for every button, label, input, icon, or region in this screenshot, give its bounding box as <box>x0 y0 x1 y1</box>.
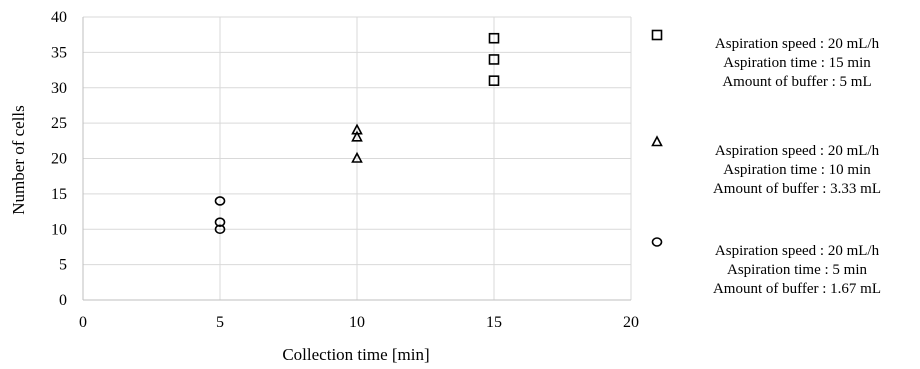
y-tick-label: 35 <box>51 44 67 61</box>
y-tick-label: 20 <box>51 151 67 168</box>
y-tick-label: 0 <box>59 292 67 309</box>
x-tick-label: 20 <box>623 314 639 331</box>
legend-entry-text: Aspiration time : 10 min <box>723 162 871 178</box>
triangle-point <box>351 151 363 163</box>
legend-square-icon <box>651 29 663 41</box>
legend: Aspiration speed : 20 mL/h Aspiration tim… <box>651 29 881 297</box>
tick-labels: 0 5 10 15 20 25 30 35 40 0 5 10 15 20 <box>51 9 639 331</box>
legend-triangle-icon <box>651 135 663 147</box>
x-tick-label: 10 <box>349 314 365 331</box>
legend-entry-text: Aspiration time : 5 min <box>727 262 867 278</box>
legend-entry-text: Aspiration speed : 20 mL/h <box>715 143 880 159</box>
circle-point <box>214 196 226 206</box>
legend-entry-text: Aspiration speed : 20 mL/h <box>715 243 880 259</box>
data-points <box>214 32 500 235</box>
x-tick-label: 0 <box>79 314 87 331</box>
legend-entry-text: Amount of buffer : 5 mL <box>722 74 871 90</box>
legend-entry-text: Amount of buffer : 3.33 mL <box>713 181 881 197</box>
x-tick-label: 15 <box>486 314 502 331</box>
y-axis-label: Number of cells <box>9 105 28 215</box>
square-point <box>488 54 500 65</box>
y-tick-label: 5 <box>59 257 67 274</box>
square-point <box>488 75 500 86</box>
grid-lines <box>83 16 632 300</box>
y-tick-label: 25 <box>51 115 67 132</box>
circle-point <box>214 224 226 235</box>
x-axis-label: Collection time [min] <box>282 345 429 364</box>
legend-entry-text: Aspiration time : 15 min <box>723 55 871 71</box>
square-point <box>488 32 500 44</box>
y-tick-label: 10 <box>51 221 67 238</box>
legend-entry-text: Amount of buffer : 1.67 mL <box>713 281 881 297</box>
y-tick-label: 40 <box>51 9 67 26</box>
legend-entry-text: Aspiration speed : 20 mL/h <box>715 36 880 52</box>
y-tick-label: 15 <box>51 186 67 203</box>
triangle-point <box>351 130 363 142</box>
axes <box>82 17 631 301</box>
x-tick-label: 5 <box>216 314 224 331</box>
circle-point <box>214 217 226 227</box>
legend-circle-icon <box>651 237 663 247</box>
y-tick-label: 30 <box>51 80 67 97</box>
